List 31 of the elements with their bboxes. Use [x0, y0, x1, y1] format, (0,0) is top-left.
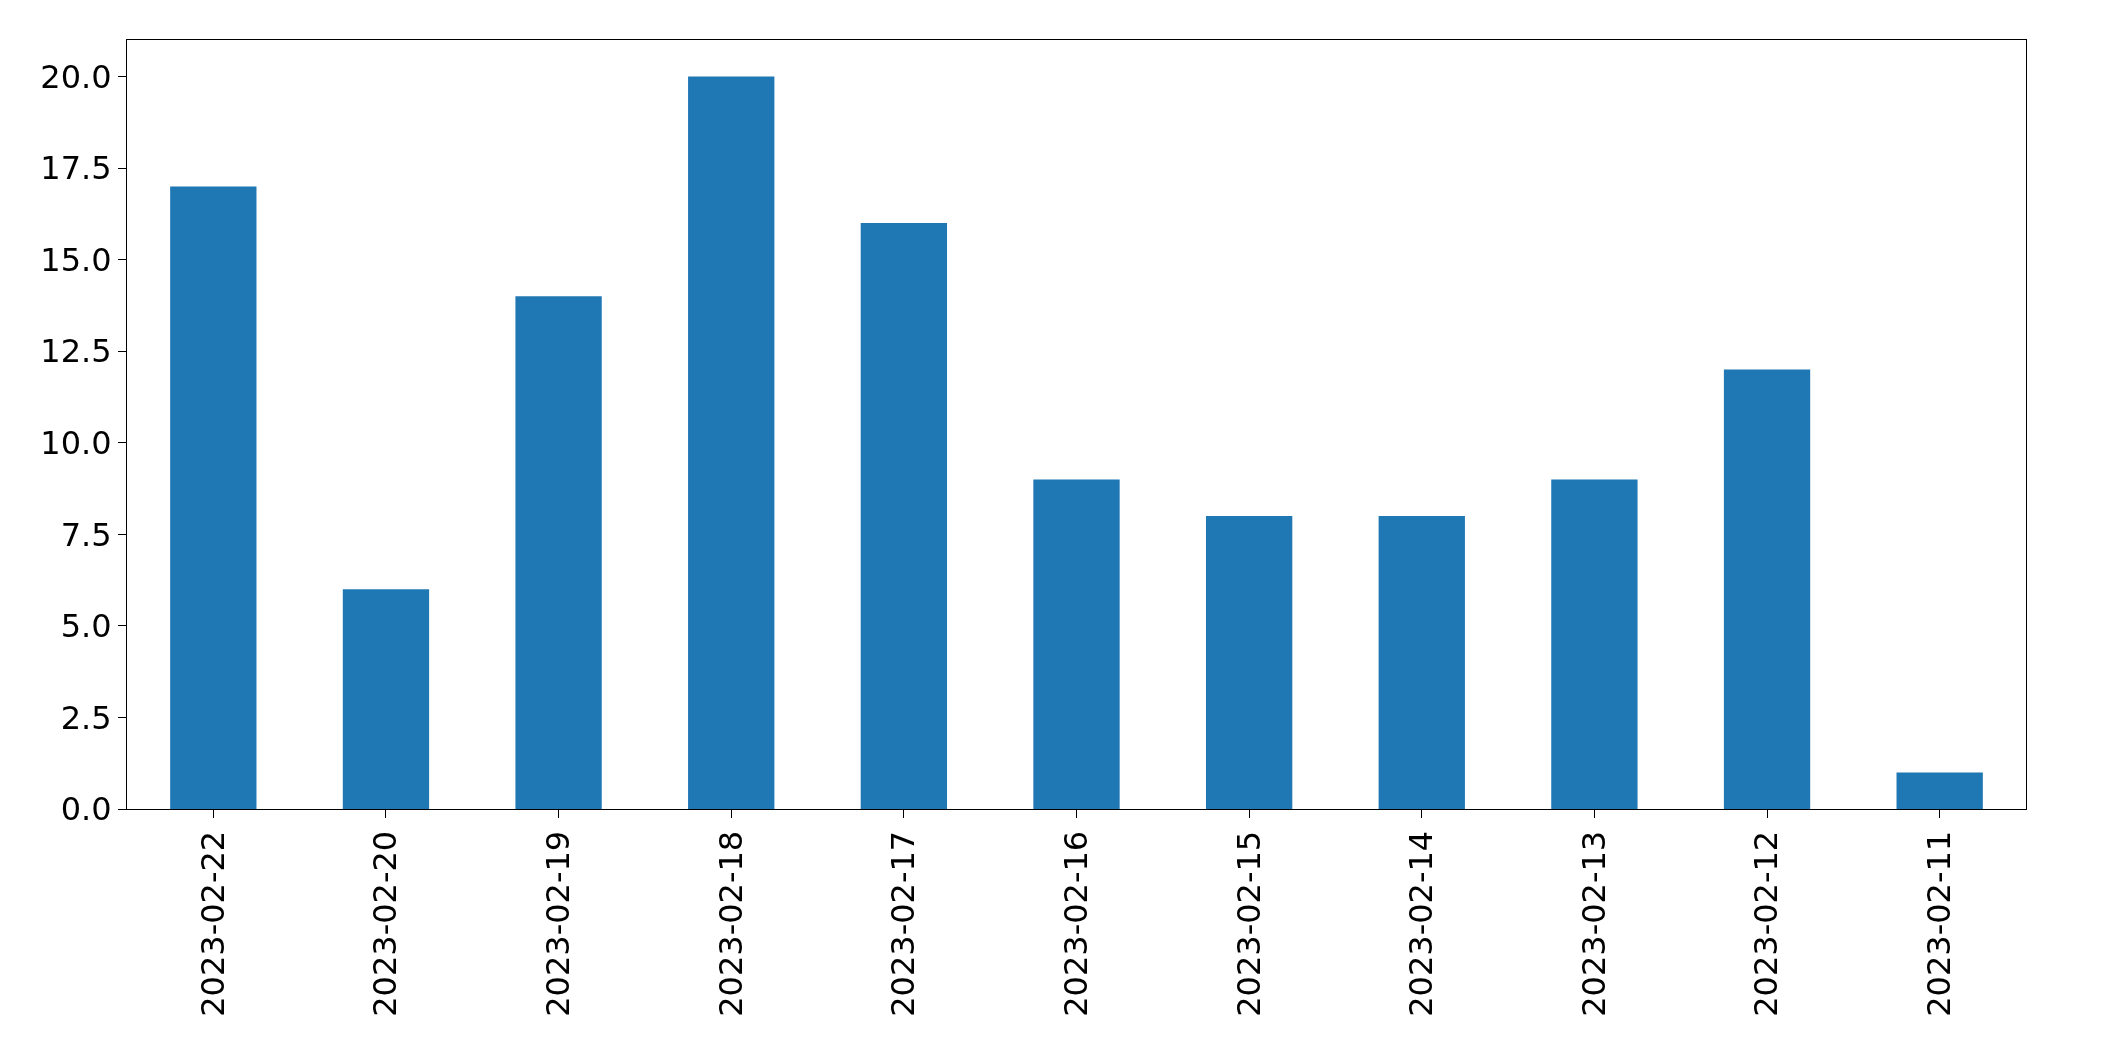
x-tick-label: 2023-02-16 — [1056, 830, 1095, 1017]
x-tick-label: 2023-02-15 — [1229, 830, 1268, 1017]
y-tick-label: 10.0 — [40, 424, 112, 463]
bar — [1551, 479, 1638, 809]
y-tick-label: 2.5 — [60, 698, 112, 737]
bar — [170, 186, 257, 809]
bar — [1205, 516, 1293, 809]
x-tick-label: 2023-02-13 — [1574, 830, 1613, 1017]
x-tick-label: 2023-02-19 — [538, 830, 577, 1017]
y-tick-label: 15.0 — [40, 240, 112, 279]
y-tick-label: 20.0 — [40, 57, 112, 96]
bar — [1723, 369, 1811, 809]
y-tick-label: 12.5 — [40, 332, 112, 371]
x-tick-label: 2023-02-17 — [884, 830, 923, 1017]
bar — [1378, 516, 1465, 809]
bar — [860, 223, 948, 809]
bar — [688, 76, 775, 809]
x-tick-label: 2023-02-22 — [193, 830, 232, 1017]
x-tick-label: 2023-02-20 — [366, 830, 405, 1017]
bar — [1896, 772, 1983, 809]
y-tick-label: 17.5 — [40, 149, 112, 188]
x-tick-label: 2023-02-11 — [1920, 830, 1959, 1017]
y-tick-label: 5.0 — [60, 607, 112, 646]
y-tick-label: 7.5 — [60, 515, 112, 554]
x-tick-label: 2023-02-14 — [1402, 830, 1441, 1017]
x-tick-label: 2023-02-12 — [1747, 830, 1786, 1017]
bar — [515, 296, 602, 809]
x-tick-label: 2023-02-18 — [711, 830, 750, 1017]
y-tick-label: 0.0 — [60, 790, 112, 829]
bar — [1033, 479, 1120, 809]
bar — [342, 589, 430, 809]
